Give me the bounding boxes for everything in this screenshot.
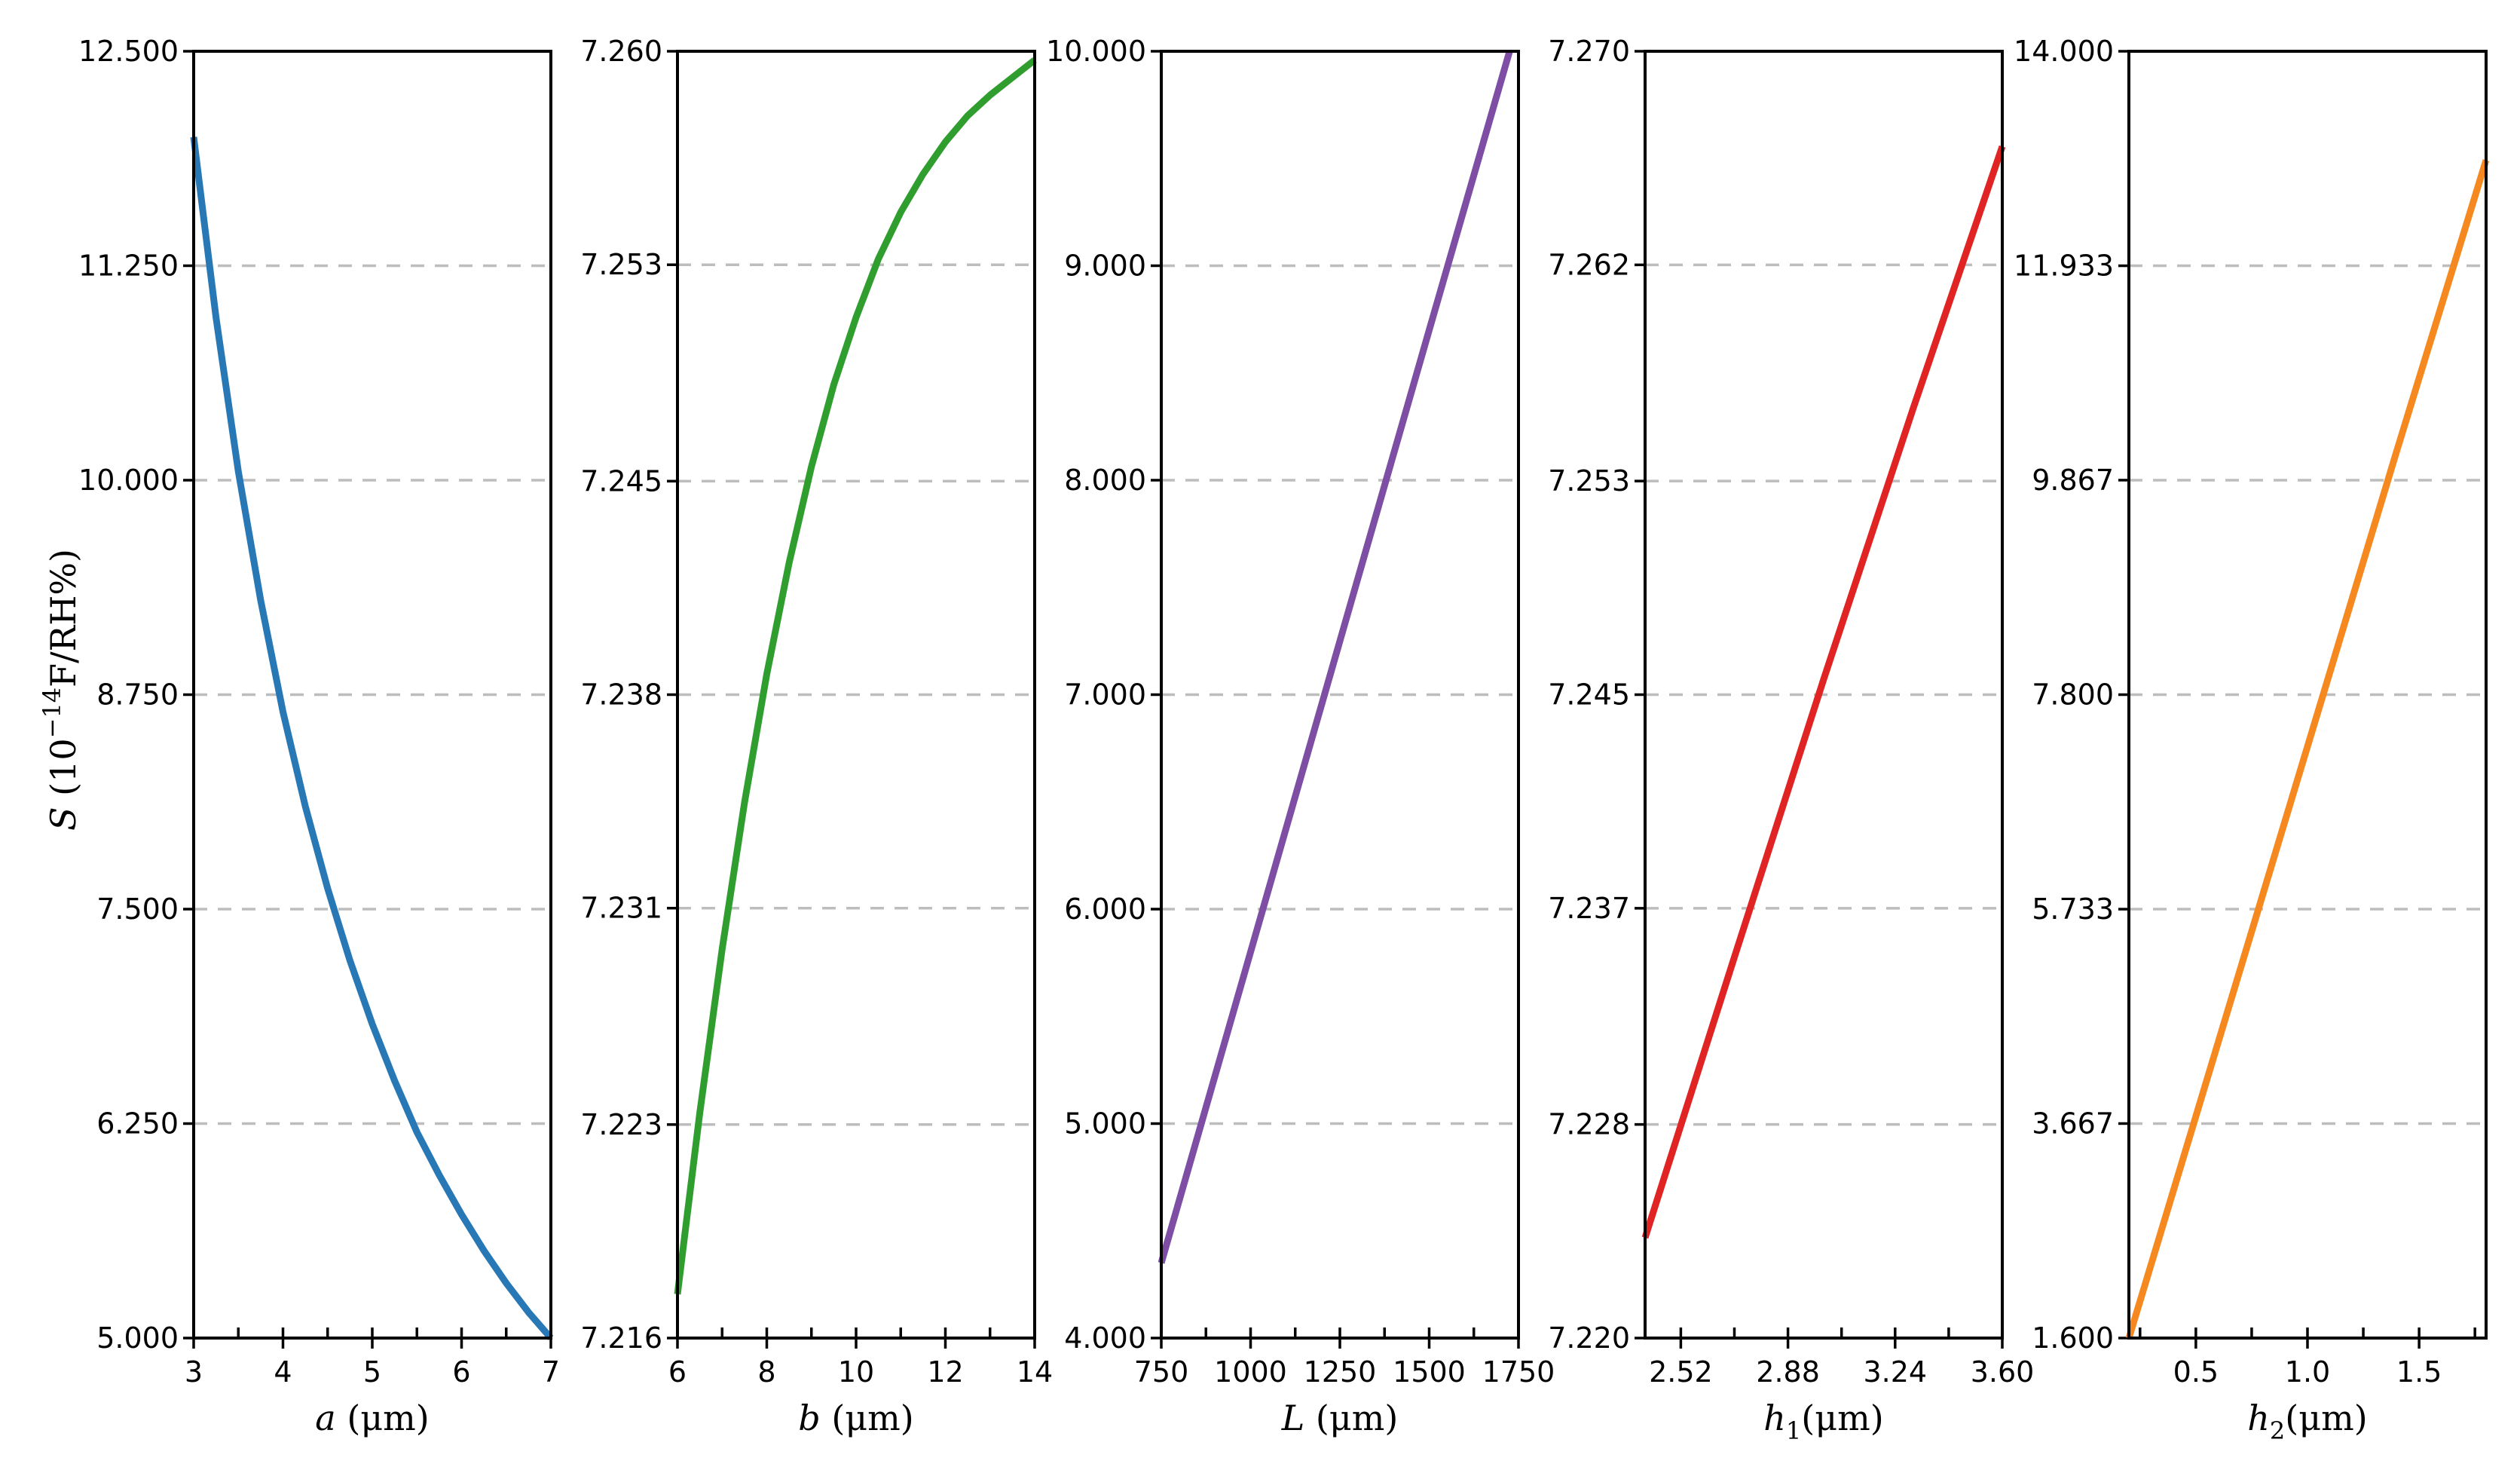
x-tick-label-h2-2: 1.5 [2396, 1355, 2442, 1389]
x-tick-label-L-3: 1500 [1393, 1355, 1466, 1389]
y-tick-label-b-4: 7.245 [580, 464, 662, 498]
x-tick-label-a-4: 7 [542, 1355, 560, 1389]
y-tick-label-L-3: 7.000 [1064, 678, 1146, 712]
series-line-a [190, 136, 554, 1340]
y-tick-label-L-5: 9.000 [1064, 250, 1146, 283]
x-axis-label-L: L (μm) [1281, 1398, 1399, 1438]
x-tick-label-b-3: 12 [927, 1355, 963, 1389]
y-tick-label-b-0: 7.216 [580, 1321, 662, 1355]
x-axis-symbol-L: L [1281, 1398, 1305, 1438]
y-tick-label-h1-0: 7.220 [1548, 1321, 1630, 1355]
plot-frame-a [192, 50, 552, 1340]
x-tick-label-L-0: 750 [1134, 1355, 1189, 1389]
x-axis-subscript-h2: 2 [2270, 1416, 2285, 1445]
plot-frame-h1 [1644, 50, 2004, 1340]
svg-text:S (10−14F/RH%): S (10−14F/RH%) [38, 549, 84, 831]
y-tick-label-b-3: 7.238 [580, 678, 662, 712]
x-axis-label-a: a (μm) [315, 1398, 429, 1438]
x-axis-label-h2: h2(μm) [2247, 1398, 2367, 1445]
y-tick-label-h1-3: 7.245 [1548, 678, 1630, 712]
series-line-h1 [1641, 145, 2006, 1239]
x-axis-unit-b: (μm) [821, 1398, 914, 1438]
y-tick-label-h2-6: 14.000 [2014, 35, 2114, 68]
panel-L: 4.000 5.000 6.000 7.000 8.000 9.000 10.000 750 1… [1046, 35, 1555, 1438]
x-tick-label-a-3: 6 [452, 1355, 470, 1389]
y-tick-label-b-5: 7.253 [580, 248, 662, 281]
x-axis-symbol-b: b [798, 1398, 820, 1438]
y-tick-label-L-2: 6.000 [1064, 893, 1146, 926]
y-tick-label-a-1: 6.250 [96, 1107, 179, 1141]
plot-frame-L [1160, 50, 1520, 1340]
y-tick-label-a-2: 7.500 [96, 893, 179, 926]
y-tick-label-L-0: 4.000 [1064, 1321, 1146, 1355]
x-tick-label-h1-1: 2.88 [1756, 1355, 1820, 1389]
panel-h1: 7.220 7.228 7.237 7.245 7.253 7.262 7.270 2.52 2… [1548, 35, 2034, 1445]
y-axis-label: S (10−14F/RH%) [38, 549, 84, 831]
y-tick-label-h2-1: 3.667 [2032, 1107, 2114, 1140]
x-tick-label-L-4: 1750 [1482, 1355, 1555, 1389]
y-tick-label-h1-2: 7.237 [1548, 892, 1630, 925]
y-tick-label-a-6: 12.500 [78, 35, 179, 68]
x-tick-label-h2-0: 0.5 [2173, 1355, 2219, 1389]
panel-b: 7.216 7.223 7.231 7.238 7.245 7.253 7.260 6 8 10 1… [580, 35, 1053, 1438]
y-tick-label-a-3: 8.750 [96, 678, 179, 712]
y-tick-label-b-1: 7.223 [580, 1108, 662, 1141]
x-axis-unit-h1: (μm) [1801, 1398, 1883, 1438]
y-tick-label-h2-0: 1.600 [2032, 1321, 2114, 1355]
y-tick-label-L-4: 8.000 [1064, 464, 1146, 497]
y-axis-symbol: S [43, 807, 84, 831]
y-tick-label-h1-1: 7.228 [1548, 1108, 1630, 1141]
x-tick-label-h1-3: 3.60 [1971, 1355, 2035, 1389]
y-axis-prefix: (10 [43, 738, 84, 807]
series-line-L [1158, 50, 1513, 1264]
x-tick-label-b-4: 14 [1017, 1355, 1053, 1389]
y-tick-label-b-2: 7.231 [580, 892, 662, 925]
x-tick-label-a-2: 5 [363, 1355, 381, 1389]
series-line-b [674, 57, 1037, 1295]
x-axis-label-b: b (μm) [798, 1398, 913, 1438]
y-tick-label-h2-5: 11.933 [2014, 250, 2114, 283]
y-tick-label-b-6: 7.260 [580, 35, 662, 68]
plot-frame-b [676, 50, 1036, 1340]
x-tick-label-h1-0: 2.52 [1649, 1355, 1713, 1389]
y-tick-label-h1-4: 7.253 [1548, 464, 1630, 498]
x-tick-label-h1-2: 3.24 [1863, 1355, 1927, 1389]
series-line-h2 [2125, 159, 2490, 1340]
y-tick-label-a-0: 5.000 [96, 1321, 179, 1355]
x-tick-label-b-2: 10 [838, 1355, 874, 1389]
x-axis-unit-a: (μm) [336, 1398, 430, 1438]
y-axis-suffix: F/RH%) [43, 549, 84, 687]
panel-h2: 1.600 3.667 5.733 7.800 9.867 11.933 14.000 0.5… [2014, 35, 2490, 1445]
x-axis-symbol-a: a [315, 1398, 335, 1438]
x-tick-label-b-0: 6 [668, 1355, 687, 1389]
x-tick-label-b-1: 8 [757, 1355, 775, 1389]
y-tick-label-h2-3: 7.800 [2032, 678, 2114, 712]
x-axis-unit-L: (μm) [1304, 1398, 1398, 1438]
x-tick-label-a-0: 3 [185, 1355, 203, 1389]
y-tick-label-a-4: 10.000 [78, 464, 179, 497]
x-axis-unit-h2: (μm) [2285, 1398, 2367, 1438]
x-tick-label-L-1: 1000 [1214, 1355, 1287, 1389]
x-axis-subscript-h1: 1 [1786, 1416, 1801, 1445]
x-tick-label-L-2: 1250 [1304, 1355, 1377, 1389]
x-tick-label-h2-1: 1.0 [2285, 1355, 2330, 1389]
y-tick-label-h2-4: 9.867 [2032, 464, 2114, 497]
y-tick-label-h2-2: 5.733 [2032, 893, 2114, 926]
y-axis-exponent: −14 [38, 687, 66, 739]
y-tick-label-L-1: 5.000 [1064, 1107, 1146, 1141]
plot-frame-h2 [2127, 50, 2488, 1340]
x-axis-symbol-h2: h [2247, 1398, 2270, 1438]
x-tick-label-a-1: 4 [274, 1355, 292, 1389]
panel-a: 5.000 6.250 7.500 8.750 10.000 11.250 12.500 3 4… [78, 35, 560, 1438]
y-tick-label-h1-6: 7.270 [1548, 35, 1630, 68]
x-axis-label-h1: h1(μm) [1763, 1398, 1883, 1445]
y-tick-label-L-6: 10.000 [1046, 35, 1146, 68]
y-tick-label-h1-5: 7.262 [1548, 248, 1630, 281]
x-axis-symbol-h1: h [1763, 1398, 1786, 1438]
y-tick-label-a-5: 11.250 [78, 250, 179, 283]
